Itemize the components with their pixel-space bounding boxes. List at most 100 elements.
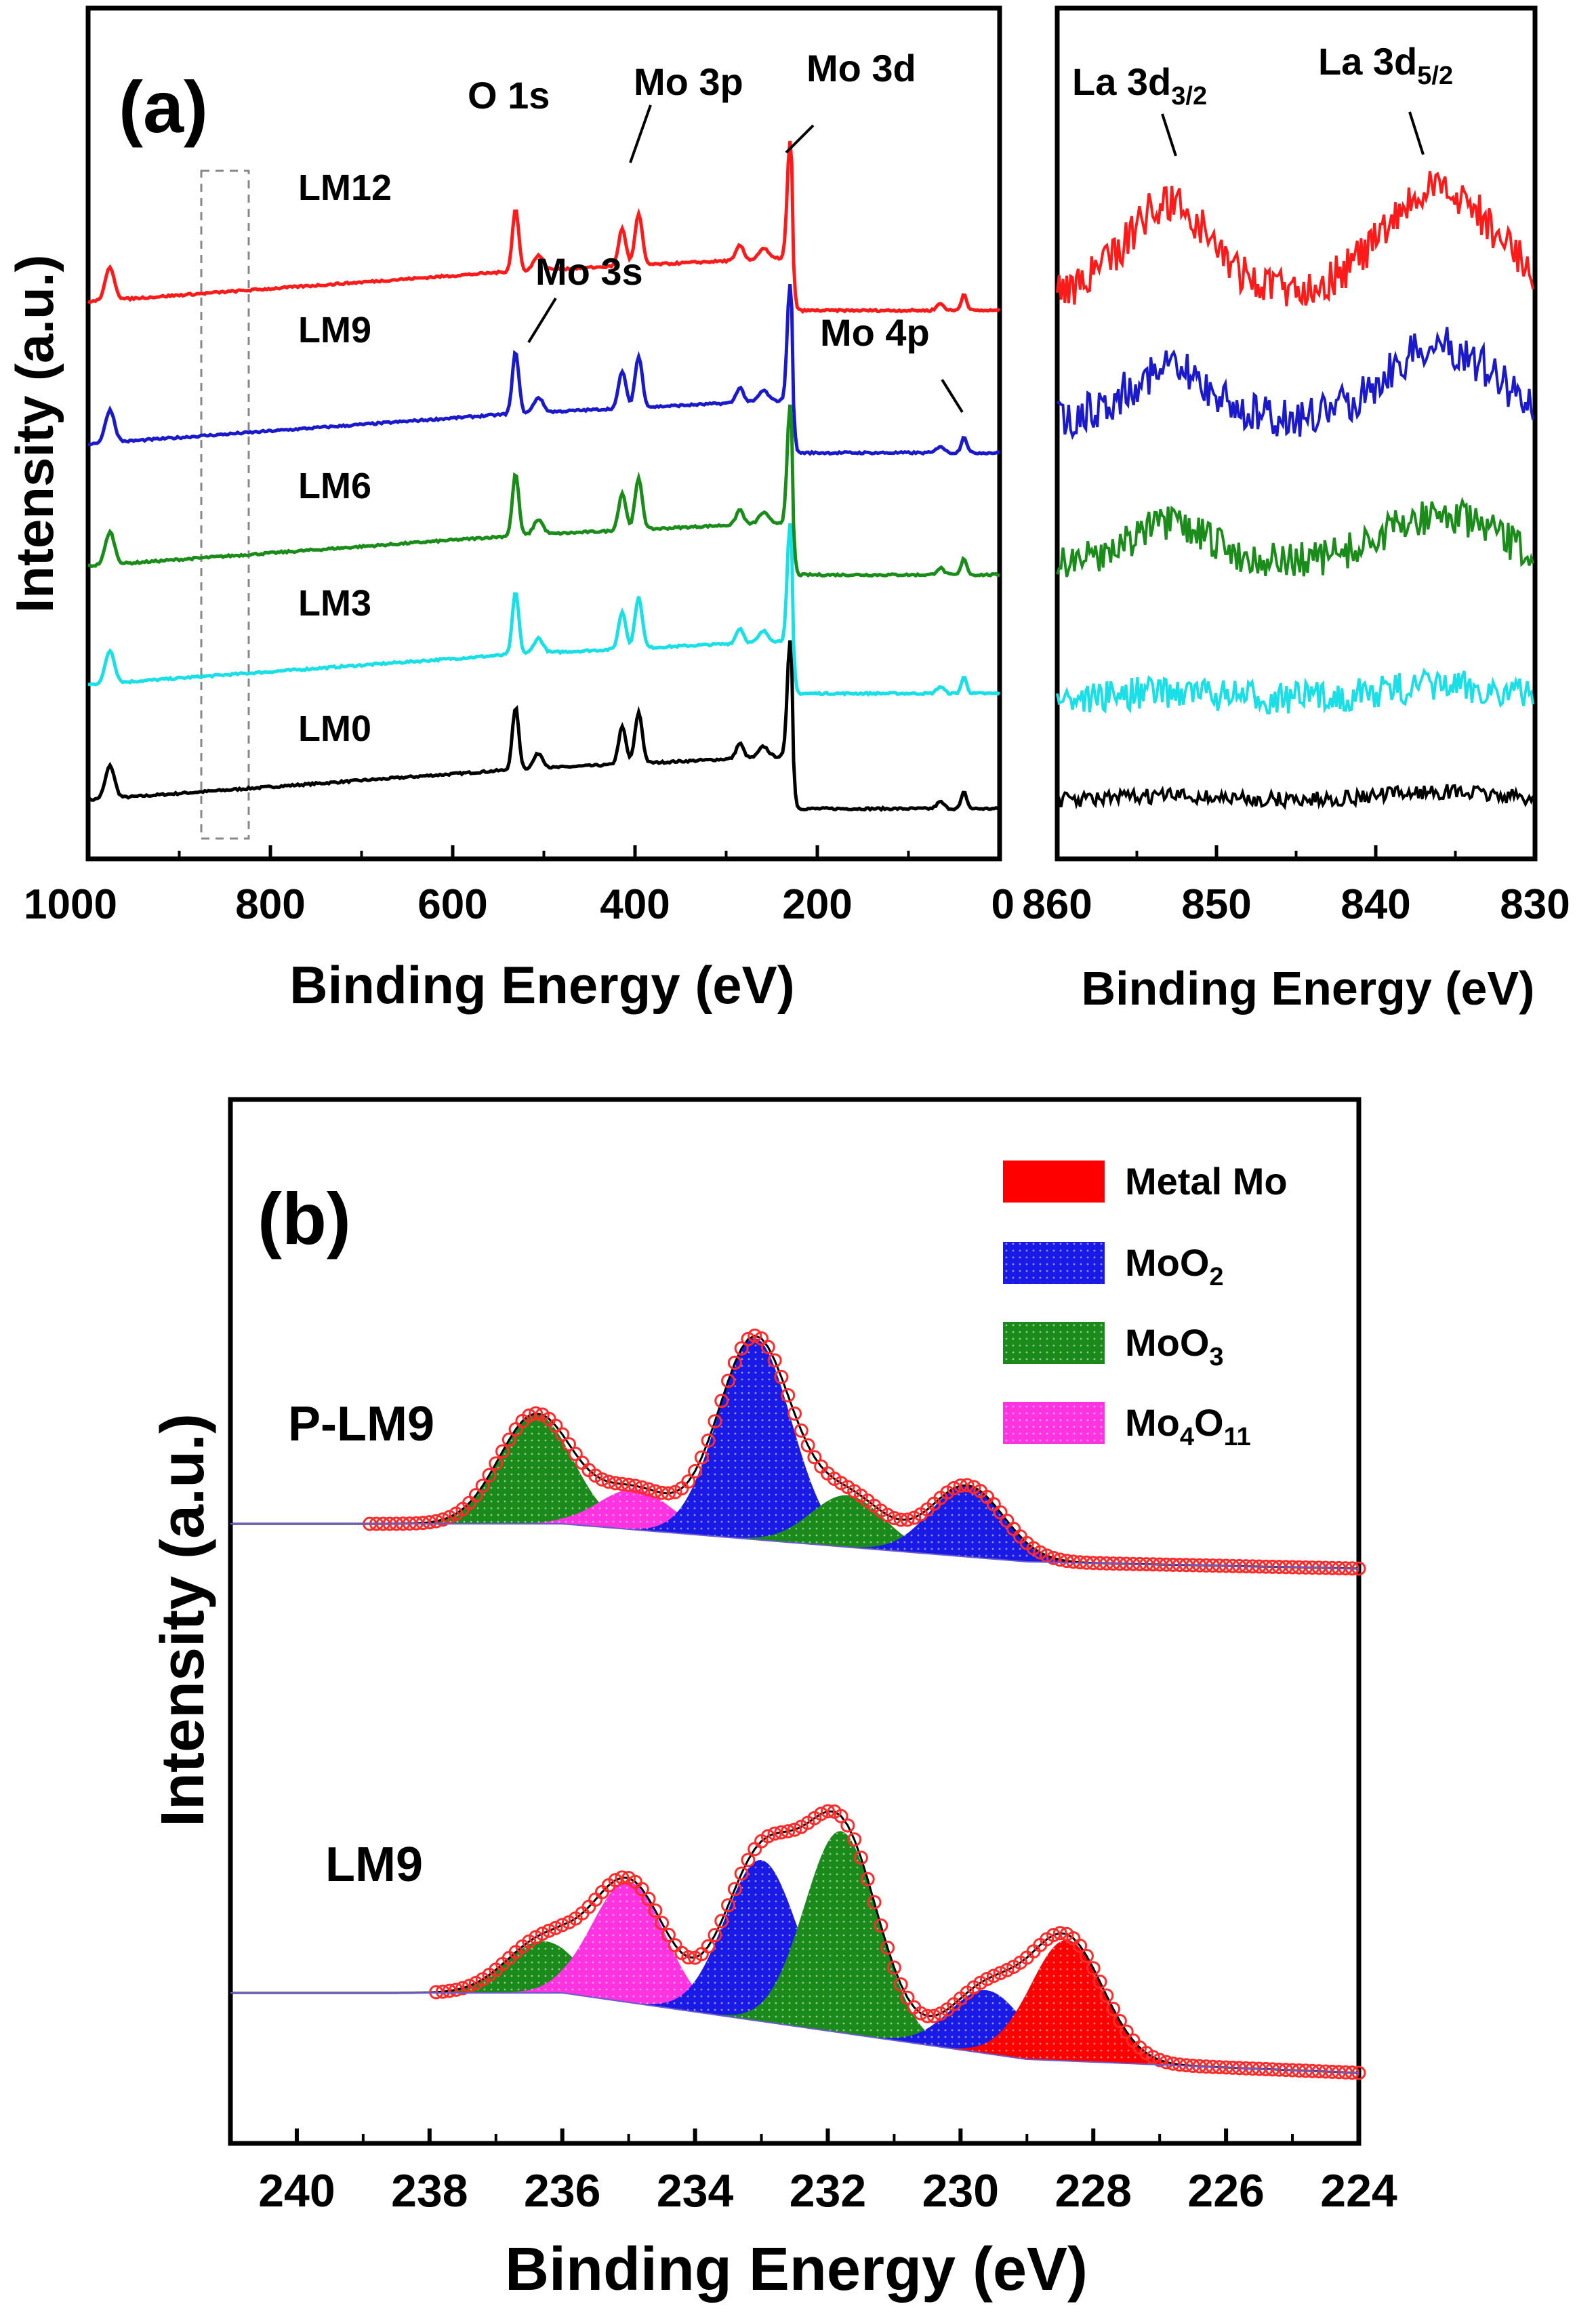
component-texture [363,1414,709,1536]
curve-lm9 [87,283,1001,456]
b-tick-label: 224 [1320,2165,1397,2217]
data-point [907,1510,922,1525]
data-point [794,1423,809,1438]
zoom-curve-lm6 [1056,496,1535,578]
highlight-box [200,169,250,840]
a-left-tick-label: 200 [782,881,852,928]
legend-label-mo4o11-sub: 4 [1180,1423,1194,1451]
component-texture [894,1939,1240,2068]
panel-a-label: (a) [119,66,208,148]
b-tick-label: 226 [1187,2165,1264,2217]
data-point [986,1969,1001,1983]
series-label-lm12: LM12 [298,167,392,208]
data-point [787,1822,802,1837]
data-point [886,1510,901,1525]
data-point [681,1474,696,1489]
legend: Metal Mo MoO2 MoO3 Mo4O11 [1003,1160,1288,1451]
data-point [1046,1928,1061,1943]
a-right-tick-label: 840 [1341,881,1410,928]
data-point [615,1870,630,1885]
a-left-tick-label: 800 [235,881,305,928]
annot-la3d52: La 3d5/2 [1318,40,1453,90]
data-point [688,1464,703,1478]
component-texture [462,1489,809,1544]
data-point [601,1474,616,1489]
data-point [760,1339,775,1354]
data-point [840,1818,855,1833]
baseline-p-lm9 [230,1523,1359,1569]
component-texture [588,1860,935,2046]
b-tick-label: 230 [922,2165,999,2217]
data-point [900,1990,915,2005]
data-point [641,1891,656,1906]
component-texture [582,1337,928,1554]
data-point [555,1918,570,1933]
data-point [449,1982,464,1997]
data-point [993,1966,1008,1981]
zoom-curve-lm3 [1056,667,1535,714]
data-point [734,1341,749,1356]
annot-mo3d-pointer [785,124,815,154]
panel-a-right: 860 850 840 830 La 3d3/2 La 3d5/2 Binding E… [1022,5,1570,1015]
series-label-lm9: LM9 [298,310,371,350]
data-point [475,1478,490,1493]
legend-label-moo2: MoO2 [1125,1241,1224,1291]
annot-mo4p: Mo 4p [820,311,930,354]
panel-b-ylabel: Intensity (a.u.) [149,1413,217,1827]
data-point [893,1512,908,1527]
legend-label-mo4o11: Mo4O11 [1125,1401,1251,1451]
data-point [727,1355,742,1370]
panel-b-frame [228,1097,1362,2146]
data-point [1159,2055,1174,2070]
panel-a-right-ticks: 860 850 840 830 [1022,845,1570,928]
series-label-lm6: LM6 [298,466,371,506]
curve-lm12 [87,140,1001,315]
component-texture [369,1941,715,2015]
data-point [648,1484,663,1499]
data-point [435,1984,450,1999]
sample-label-lm9: LM9 [325,1838,423,1892]
annot-mo3s: Mo 3s [535,250,643,293]
data-point [721,1898,736,1913]
panel-a-left: 1000 800 600 400 200 0 (a) LM12 LM9 LM6 LM3 L… [5,5,1015,1015]
data-point [1066,1554,1081,1569]
data-point [781,1388,796,1402]
component-texture [814,1990,1160,2065]
data-point [489,1456,504,1471]
a-right-tick-label: 860 [1022,881,1092,928]
legend-label-mo4o11-sub2: 11 [1224,1423,1251,1451]
data-point [1106,2002,1121,2017]
data-point [714,1914,729,1929]
data-point [1073,1938,1088,1953]
a-left-tick-label: 1000 [24,881,117,928]
data-point [926,2009,941,2023]
annot-la3d52-main: La 3d [1318,40,1417,83]
data-point [641,1482,656,1497]
data-point [529,1406,544,1421]
a-left-tick-label: 0 [991,881,1015,928]
data-point [435,1512,450,1527]
data-point [1079,1949,1094,1964]
data-point [853,1851,868,1865]
curve-lm0 [87,640,1000,813]
data-point [734,1866,749,1881]
a-left-tick-label: 600 [417,881,487,928]
data-point [774,1369,789,1384]
data-point [1119,2024,1134,2039]
data-point [814,1807,829,1821]
panel-b-label: (b) [258,1177,351,1259]
annot-mo4p-pointer [941,378,964,413]
annot-la3d52-sub: 5/2 [1417,62,1453,90]
data-point [681,1950,696,1965]
a-right-tick-label: 830 [1500,881,1570,928]
data-point [874,1918,888,1933]
data-point [429,1514,444,1529]
data-point [548,1920,563,1935]
curve-lm3 [87,523,1001,697]
b-tick-label: 236 [524,2165,600,2217]
zoom-curve-lm12 [1056,171,1535,306]
annot-mo3p-pointer [629,104,652,163]
data-point [1145,2050,1160,2065]
data-point [880,1508,895,1522]
data-point [867,1895,882,1910]
